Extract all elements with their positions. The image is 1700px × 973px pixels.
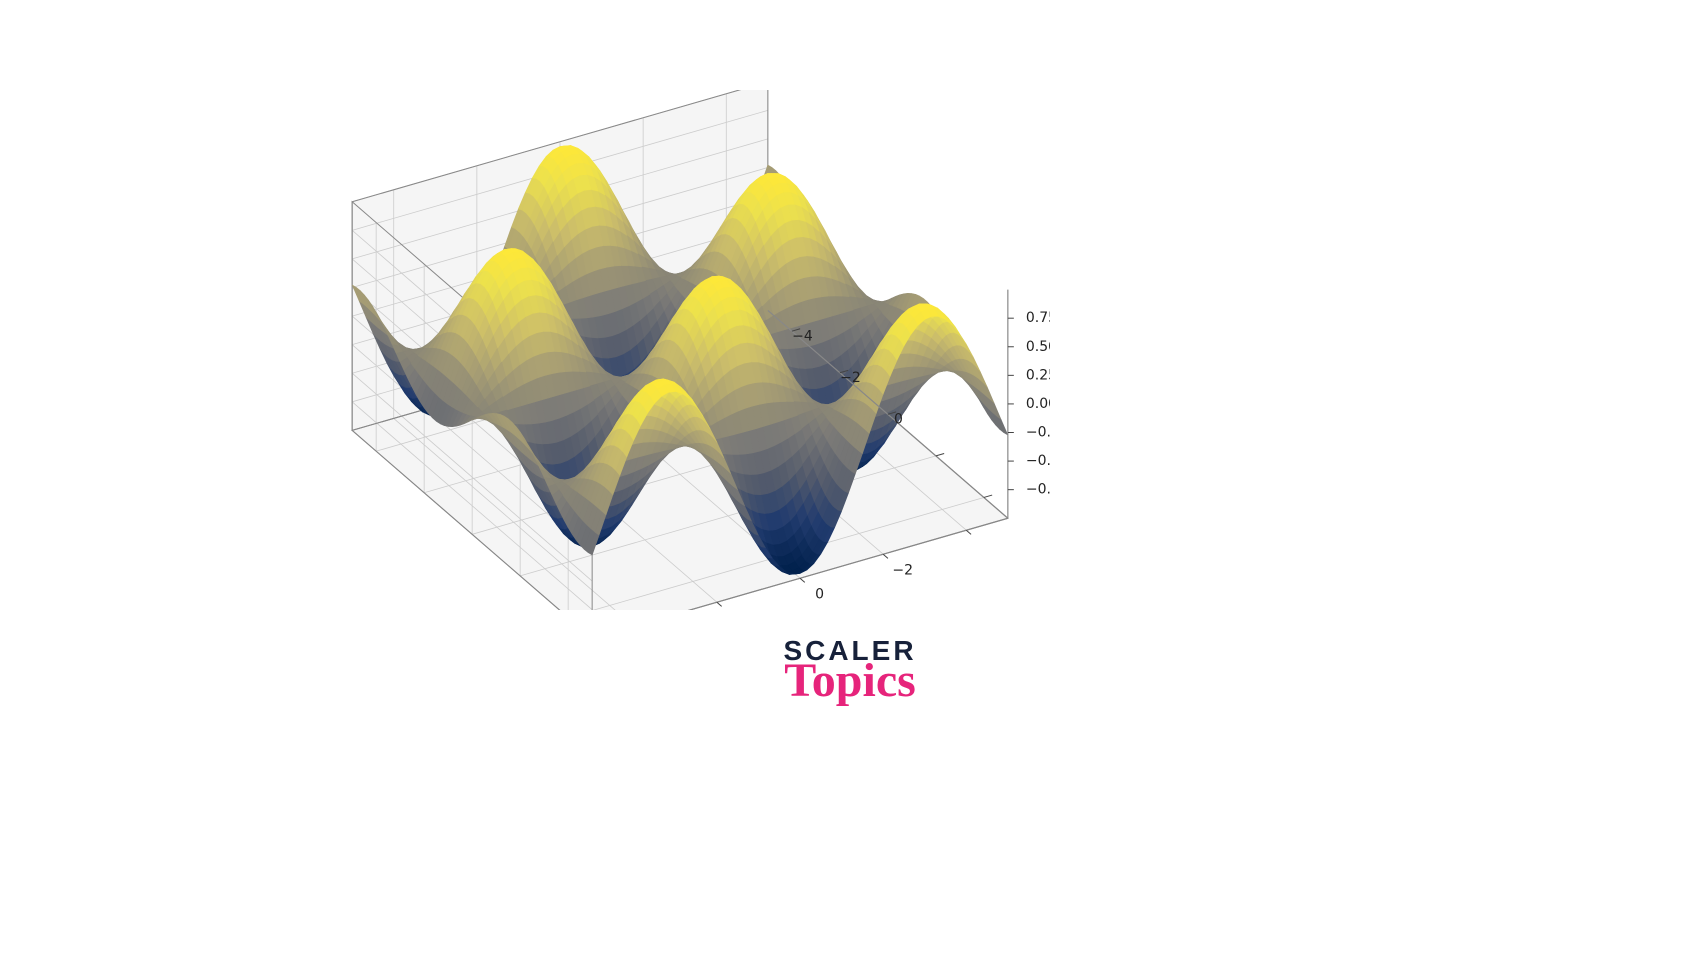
svg-text:0.75: 0.75 bbox=[1026, 310, 1050, 326]
svg-text:−2: −2 bbox=[840, 370, 861, 386]
svg-text:0: 0 bbox=[815, 587, 824, 603]
svg-text:−0.50: −0.50 bbox=[1026, 453, 1050, 469]
svg-text:0: 0 bbox=[894, 412, 903, 428]
svg-text:0.50: 0.50 bbox=[1026, 339, 1050, 355]
svg-text:−4: −4 bbox=[792, 328, 813, 344]
svg-text:−0.25: −0.25 bbox=[1026, 425, 1050, 441]
svg-text:0.00: 0.00 bbox=[1026, 396, 1050, 412]
surface-plot: −4−20−2024−0.75−0.50−0.250.000.250.500.7… bbox=[350, 90, 1050, 610]
svg-text:−0.75: −0.75 bbox=[1026, 482, 1050, 498]
svg-text:−2: −2 bbox=[892, 563, 913, 579]
logo-line2: Topics bbox=[0, 653, 1700, 708]
scaler-topics-logo: SCALER Topics bbox=[0, 635, 1700, 708]
svg-text:0.25: 0.25 bbox=[1026, 367, 1050, 383]
